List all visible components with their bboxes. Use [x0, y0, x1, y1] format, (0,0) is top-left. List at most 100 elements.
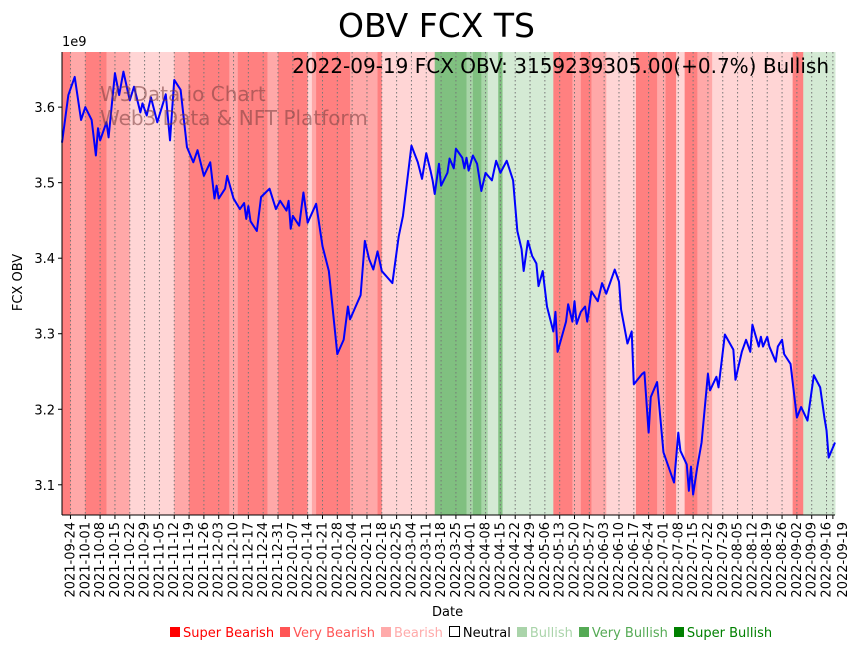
x-tick-label: 2022-08-12 — [745, 522, 760, 598]
sentiment-band-bearish — [267, 52, 279, 515]
sentiment-band-bearish — [311, 52, 317, 515]
y-tick-label: 3.4 — [34, 252, 55, 267]
y-tick-label: 3.3 — [34, 328, 55, 343]
x-tick-label: 2022-08-05 — [731, 522, 746, 598]
y-tick-label: 3.5 — [34, 177, 55, 192]
sentiment-band-bearish — [350, 52, 379, 515]
sentiment-band-very-bullish — [498, 52, 504, 515]
legend-label: Neutral — [462, 626, 511, 641]
sentiment-band-very-bullish — [472, 52, 482, 515]
x-tick-label: 2022-07-29 — [716, 522, 731, 598]
x-tick-label: 2021-10-22 — [123, 522, 138, 598]
legend-swatch — [448, 626, 460, 637]
y-axis-label: FCX OBV — [11, 253, 27, 312]
sentiment-band-light-bearish — [307, 52, 313, 515]
x-tick-label: 2022-08-19 — [760, 522, 775, 598]
chart-annotation: 2022-09-19 FCX OBV: 3159239305.00(+0.7%)… — [292, 54, 829, 78]
x-tick-label: 2022-02-11 — [360, 522, 375, 598]
x-tick-label: 2022-05-06 — [538, 522, 553, 598]
legend-label: Very Bullish — [591, 626, 668, 641]
x-tick-label: 2022-04-22 — [508, 522, 523, 598]
y-exponent-label: 1e9 — [62, 35, 87, 50]
legend-item: Very Bullish — [578, 626, 668, 641]
sentiment-band-very-bearish — [189, 52, 230, 515]
sentiment-band-very-bearish — [580, 52, 592, 515]
sentiment-band-light-bullish — [803, 52, 836, 515]
sentiment-band-bearish — [657, 52, 667, 515]
x-tick-label: 2022-09-02 — [790, 522, 805, 598]
x-tick-label: 2022-04-01 — [464, 522, 479, 598]
x-tick-label: 2022-09-16 — [820, 522, 835, 598]
sentiment-band-very-bearish — [377, 52, 383, 515]
y-tick-label: 3.6 — [34, 101, 55, 116]
x-tick-label: 2022-06-17 — [627, 522, 642, 598]
x-tick-label: 2021-10-29 — [138, 522, 153, 598]
x-tick-label: 2022-08-26 — [775, 522, 790, 598]
sentiment-band-very-bearish — [684, 52, 698, 515]
x-tick-label: 2022-04-08 — [479, 522, 494, 598]
sentiment-band-bearish — [229, 52, 239, 515]
legend-label: Very Bearish — [293, 626, 375, 641]
legend-item: Super Bullish — [673, 626, 772, 641]
x-tick-label: 2021-11-12 — [167, 522, 182, 598]
sentiment-band-bearish — [106, 52, 131, 515]
x-tick-label: 2022-06-10 — [612, 522, 627, 598]
x-tick-label: 2021-11-26 — [197, 522, 212, 598]
sentiment-band-bearish — [174, 52, 190, 515]
x-tick-label: 2022-03-11 — [419, 522, 434, 598]
x-tick-label: 2022-03-18 — [434, 522, 449, 598]
y-tick-label: 3.2 — [34, 403, 55, 418]
legend-swatch — [380, 627, 391, 637]
legend-item: Bullish — [516, 626, 573, 641]
x-tick-label: 2022-01-28 — [330, 522, 345, 598]
y-tick-label: 3.1 — [34, 479, 55, 494]
sentiment-band-very-bearish — [85, 52, 107, 515]
x-tick-label: 2022-07-22 — [701, 522, 716, 598]
x-tick-label: 2022-03-04 — [404, 522, 419, 598]
x-tick-label: 2022-09-19 — [836, 522, 851, 598]
x-tick-label: 2021-12-17 — [241, 522, 256, 598]
legend-swatch — [280, 627, 291, 637]
legend-label: Bearish — [393, 626, 443, 641]
sentiment-band-very-bearish — [792, 52, 804, 515]
legend-item: Neutral — [448, 626, 511, 641]
x-tick-label: 2021-10-08 — [93, 522, 108, 598]
sentiment-band-light-bearish — [381, 52, 436, 515]
sentiment-band-bearish — [697, 52, 713, 515]
sentiment-band-bullish — [481, 52, 489, 515]
watermark: W3Data.io Chart Web3 Data & NFT Platform — [100, 82, 368, 130]
x-tick-label: 2022-03-25 — [449, 522, 464, 598]
x-tick-label: 2021-11-19 — [182, 522, 197, 598]
x-tick-label: 2022-07-08 — [671, 522, 686, 598]
x-tick-label: 2022-02-04 — [345, 522, 360, 598]
obv-line — [61, 70, 836, 496]
sentiment-band-very-bearish — [635, 52, 658, 515]
x-tick-label: 2021-12-03 — [212, 522, 227, 598]
legend-item: Super Bearish — [170, 626, 274, 641]
x-tick-label: 2022-07-01 — [656, 522, 671, 598]
x-tick-label: 2022-04-29 — [523, 522, 538, 598]
sentiment-band-very-bearish — [62, 52, 71, 515]
x-tick-label: 2022-09-09 — [805, 522, 820, 598]
legend-swatch — [673, 627, 684, 637]
x-tick-label: 2022-06-03 — [597, 522, 612, 598]
x-tick-label: 2021-09-24 — [63, 522, 78, 598]
sentiment-band-light-bearish — [129, 52, 175, 515]
x-tick-label: 2022-01-07 — [286, 522, 301, 598]
x-tick-label: 2022-07-15 — [686, 522, 701, 598]
watermark-line-1: W3Data.io Chart — [100, 82, 266, 106]
x-tick-label: 2022-05-13 — [553, 522, 568, 598]
legend-swatch — [578, 627, 589, 637]
legend-swatch — [170, 627, 180, 637]
legend-label: Bullish — [529, 626, 573, 641]
sentiment-band-very-bullish — [445, 52, 468, 515]
sentiment-band-bullish — [466, 52, 474, 515]
watermark-line-2: Web3 Data & NFT Platform — [100, 106, 368, 130]
x-tick-label: 2021-10-15 — [108, 522, 123, 598]
x-tick-label: 2022-02-18 — [375, 522, 390, 598]
x-tick-label: 2021-12-31 — [271, 522, 286, 598]
x-tick-label: 2022-04-15 — [493, 522, 508, 598]
legend-label: Super Bearish — [183, 626, 275, 641]
x-tick-label: 2022-01-21 — [315, 522, 330, 598]
sentiment-band-light-bullish — [502, 52, 554, 515]
